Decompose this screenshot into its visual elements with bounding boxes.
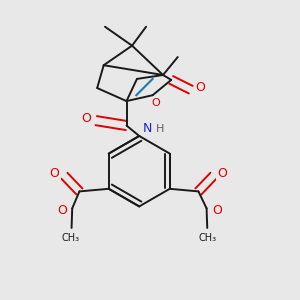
Text: CH₃: CH₃ xyxy=(62,233,80,243)
Text: O: O xyxy=(196,81,206,94)
Text: H: H xyxy=(156,124,164,134)
Text: O: O xyxy=(50,167,59,180)
Text: O: O xyxy=(57,204,67,217)
Text: O: O xyxy=(81,112,91,125)
Text: N: N xyxy=(143,122,152,135)
Text: CH₃: CH₃ xyxy=(199,233,217,243)
Text: O: O xyxy=(152,98,160,108)
Text: O: O xyxy=(212,205,222,218)
Text: O: O xyxy=(218,167,227,180)
